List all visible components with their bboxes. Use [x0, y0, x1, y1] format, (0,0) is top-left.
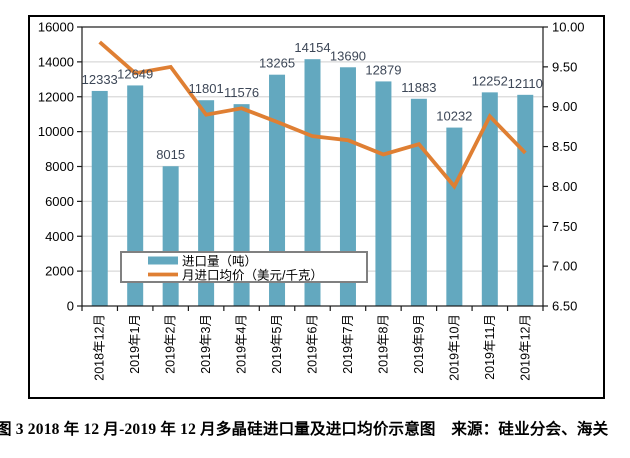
x-axis-label: 2018年12月 — [93, 314, 107, 381]
bar-value-label: 13690 — [330, 48, 366, 63]
x-axis-label: 2019年7月 — [341, 314, 355, 374]
right-axis-label: 10.00 — [552, 20, 585, 35]
right-axis-label: 9.00 — [552, 99, 577, 114]
x-axis-label: 2019年4月 — [235, 314, 249, 374]
left-axis-label: 4000 — [45, 229, 74, 244]
chart-frame[interactable]: 12333 12649 8015 11801 11576 13265 14154 13690 1… — [28, 15, 605, 399]
x-axis-label: 2019年3月 — [199, 314, 213, 374]
import-volume-bar — [375, 81, 392, 306]
bar-value-label: 12649 — [117, 66, 153, 81]
import-volume-bar — [446, 127, 463, 306]
import-volume-bar — [269, 74, 286, 306]
right-axis-label: 9.50 — [552, 59, 577, 74]
x-axis-label: 2019年1月 — [128, 314, 142, 374]
x-axis-label: 2019年9月 — [412, 314, 426, 374]
bar-value-label: 13265 — [259, 56, 295, 71]
left-axis-label: 16000 — [38, 20, 74, 35]
left-axis-label: 0 — [67, 299, 74, 314]
x-axis-label: 2019年12月 — [518, 314, 532, 381]
import-volume-bar — [91, 90, 108, 306]
left-axis-label: 2000 — [45, 264, 74, 279]
figure-caption: 图 3 2018 年 12 月-2019 年 12 月多晶硅进口量及进口均价示意… — [0, 421, 609, 438]
left-axis-label: 12000 — [38, 89, 74, 104]
right-axis-label: 8.00 — [552, 179, 577, 194]
bar-value-label: 12110 — [508, 76, 543, 91]
bar-value-label: 12333 — [82, 72, 118, 87]
right-axis-label: 7.50 — [552, 219, 577, 234]
bar-value-label: 12252 — [472, 73, 508, 88]
bar-value-label: 14154 — [294, 40, 330, 55]
legend-bar-swatch — [148, 256, 178, 265]
x-axis-label: 2019年11月 — [483, 314, 497, 380]
left-axis-label: 6000 — [45, 194, 74, 209]
right-axis-label: 8.50 — [552, 139, 577, 154]
import-volume-bar — [339, 67, 356, 306]
x-axis-label: 2019年8月 — [376, 314, 390, 374]
bar-value-label: 11576 — [224, 85, 259, 100]
right-axis-label: 6.50 — [552, 299, 577, 314]
x-axis-label: 2019年2月 — [164, 314, 178, 374]
right-axis-label: 7.00 — [552, 259, 577, 274]
import-volume-bar — [517, 94, 534, 306]
bar-value-label: 11801 — [189, 81, 224, 96]
import-volume-bar — [162, 166, 179, 306]
x-axis-label: 2019年10月 — [447, 314, 461, 381]
bar-value-label: 11883 — [401, 80, 436, 95]
import-volume-bar — [410, 98, 427, 306]
import-volume-bar — [304, 59, 321, 307]
bar-value-label: 8015 — [156, 147, 185, 162]
x-axis-label: 2019年6月 — [306, 314, 320, 374]
import-volume-bar — [127, 85, 144, 306]
avg-price-line — [98, 40, 527, 190]
legend-line-label: 月进口均价（美元/千克） — [182, 269, 323, 283]
import-volume-bar — [481, 92, 498, 307]
left-axis-label: 10000 — [38, 124, 74, 139]
x-axis-label: 2019年5月 — [270, 314, 284, 374]
left-axis-label: 8000 — [45, 159, 74, 174]
bar-value-label: 12879 — [365, 62, 401, 77]
legend-bar-label: 进口量（吨） — [182, 255, 257, 269]
bar-value-label: 10232 — [436, 109, 472, 124]
left-axis-label: 14000 — [38, 54, 74, 69]
